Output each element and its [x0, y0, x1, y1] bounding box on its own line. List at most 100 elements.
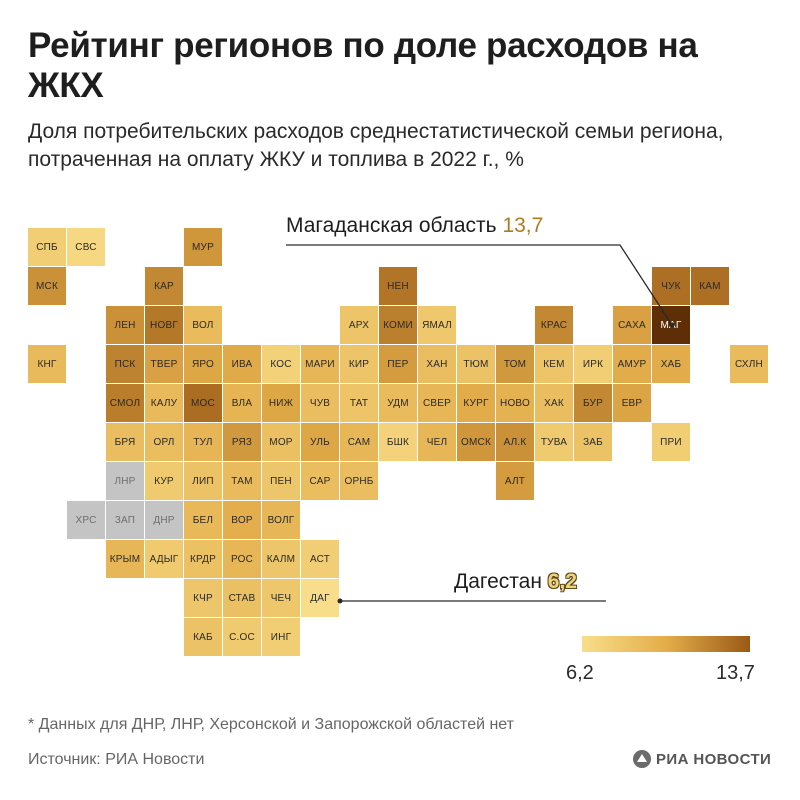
region-tile-БРЯ: БРЯ [106, 423, 144, 461]
legend-max-label: 13,7 [716, 662, 755, 684]
region-tile-КОМИ: КОМИ [379, 306, 417, 344]
region-tile-СТАВ: СТАВ [223, 579, 261, 617]
region-tile-ЛЕН: ЛЕН [106, 306, 144, 344]
region-tile-МАРИ: МАРИ [301, 345, 339, 383]
region-tile-ТУВА: ТУВА [535, 423, 573, 461]
region-tile-ВОР: ВОР [223, 501, 261, 539]
region-tile-ТВЕР: ТВЕР [145, 345, 183, 383]
region-tile-ЧЕЧ: ЧЕЧ [262, 579, 300, 617]
min-callout-dot [337, 598, 343, 604]
region-tile-МУР: МУР [184, 228, 222, 266]
region-tile-АМУР: АМУР [613, 345, 651, 383]
ria-logo: РИА НОВОСТИ [632, 749, 771, 769]
region-tile-НИЖ: НИЖ [262, 384, 300, 422]
region-tile-СХЛН: СХЛН [730, 345, 768, 383]
region-tile-ОРНБ: ОРНБ [340, 462, 378, 500]
region-tile-МОС: МОС [184, 384, 222, 422]
region-tile-САМ: САМ [340, 423, 378, 461]
footnote: * Данных для ДНР, ЛНР, Херсонской и Запо… [28, 716, 514, 733]
region-tile-СВС: СВС [67, 228, 105, 266]
region-tile-С.ОС: С.ОС [223, 618, 261, 656]
region-tile-ИРК: ИРК [574, 345, 612, 383]
region-tile-БЕЛ: БЕЛ [184, 501, 222, 539]
region-tile-КЧР: КЧР [184, 579, 222, 617]
region-tile-НЕН: НЕН [379, 267, 417, 305]
region-tile-КРДР: КРДР [184, 540, 222, 578]
region-tile-КАЛУ: КАЛУ [145, 384, 183, 422]
region-tile-ПРИ: ПРИ [652, 423, 690, 461]
max-callout: Магаданская область 13,7 [286, 214, 543, 238]
region-tile-СПБ: СПБ [28, 228, 66, 266]
region-tile-ХАН: ХАН [418, 345, 456, 383]
region-tile-ТАМ: ТАМ [223, 462, 261, 500]
max-callout-line [286, 244, 673, 326]
region-tile-РЯЗ: РЯЗ [223, 423, 261, 461]
region-tile-МСК: МСК [28, 267, 66, 305]
region-tile-ЛИП: ЛИП [184, 462, 222, 500]
region-tile-ТАТ: ТАТ [340, 384, 378, 422]
region-tile-АСТ: АСТ [301, 540, 339, 578]
region-tile-ЛНР: ЛНР [106, 462, 144, 500]
region-tile-ЯМАЛ: ЯМАЛ [418, 306, 456, 344]
region-tile-УДМ: УДМ [379, 384, 417, 422]
ria-logo-text: РИА НОВОСТИ [656, 750, 772, 768]
region-tile-БШК: БШК [379, 423, 417, 461]
region-tile-ИНГ: ИНГ [262, 618, 300, 656]
min-callout-value: 6,2 [547, 570, 577, 593]
region-tile-АДЫГ: АДЫГ [145, 540, 183, 578]
region-tile-НОВГ: НОВГ [145, 306, 183, 344]
region-tile-УЛЬ: УЛЬ [301, 423, 339, 461]
region-tile-РОС: РОС [223, 540, 261, 578]
region-tile-ДАГ: ДАГ [301, 579, 339, 617]
region-tile-ЧУВ: ЧУВ [301, 384, 339, 422]
region-tile-ХАК: ХАК [535, 384, 573, 422]
region-tile-НОВО: НОВО [496, 384, 534, 422]
region-tile-КРЫМ: КРЫМ [106, 540, 144, 578]
region-tile-ТОМ: ТОМ [496, 345, 534, 383]
region-tile-ХРС: ХРС [67, 501, 105, 539]
region-tile-ЗАБ: ЗАБ [574, 423, 612, 461]
region-tile-СВЕР: СВЕР [418, 384, 456, 422]
region-tile-КНГ: КНГ [28, 345, 66, 383]
max-callout-dot [669, 322, 675, 328]
region-tile-ЕВР: ЕВР [613, 384, 651, 422]
region-tile-КИР: КИР [340, 345, 378, 383]
map-subtitle: Доля потребительских расходов среднестат… [28, 120, 724, 171]
region-tile-КЕМ: КЕМ [535, 345, 573, 383]
map-title: Рейтинг регионов по доле расходов на ЖКХ [28, 26, 698, 105]
region-tile-АЛТ: АЛТ [496, 462, 534, 500]
region-tile-КУРГ: КУРГ [457, 384, 495, 422]
region-tile-ИВА: ИВА [223, 345, 261, 383]
legend-gradient-bar [582, 636, 750, 652]
region-tile-ПЕР: ПЕР [379, 345, 417, 383]
region-tile-МОР: МОР [262, 423, 300, 461]
region-tile-БУР: БУР [574, 384, 612, 422]
region-tile-САХА: САХА [613, 306, 651, 344]
region-tile-САР: САР [301, 462, 339, 500]
region-tile-СМОЛ: СМОЛ [106, 384, 144, 422]
ria-logo-icon [633, 750, 651, 768]
region-tile-ВЛА: ВЛА [223, 384, 261, 422]
region-tile-ТУЛ: ТУЛ [184, 423, 222, 461]
region-tile-ОРЛ: ОРЛ [145, 423, 183, 461]
max-callout-label: Магаданская область [286, 214, 497, 237]
region-tile-АРХ: АРХ [340, 306, 378, 344]
min-callout: Дагестан 6,2 [454, 570, 577, 594]
region-tile-КРАС: КРАС [535, 306, 573, 344]
region-tile-ХАБ: ХАБ [652, 345, 690, 383]
region-tile-ПЕН: ПЕН [262, 462, 300, 500]
region-tile-КАМ: КАМ [691, 267, 729, 305]
min-callout-label: Дагестан [454, 570, 542, 593]
region-tile-КОС: КОС [262, 345, 300, 383]
region-tile-ДНР: ДНР [145, 501, 183, 539]
region-tile-КАР: КАР [145, 267, 183, 305]
region-tile-КАЛМ: КАЛМ [262, 540, 300, 578]
region-tile-ПСК: ПСК [106, 345, 144, 383]
legend-min-label: 6,2 [566, 662, 594, 684]
region-tile-ЗАП: ЗАП [106, 501, 144, 539]
region-tile-ЯРО: ЯРО [184, 345, 222, 383]
region-tile-ВОЛГ: ВОЛГ [262, 501, 300, 539]
region-tile-ЧУК: ЧУК [652, 267, 690, 305]
region-tile-ТЮМ: ТЮМ [457, 345, 495, 383]
